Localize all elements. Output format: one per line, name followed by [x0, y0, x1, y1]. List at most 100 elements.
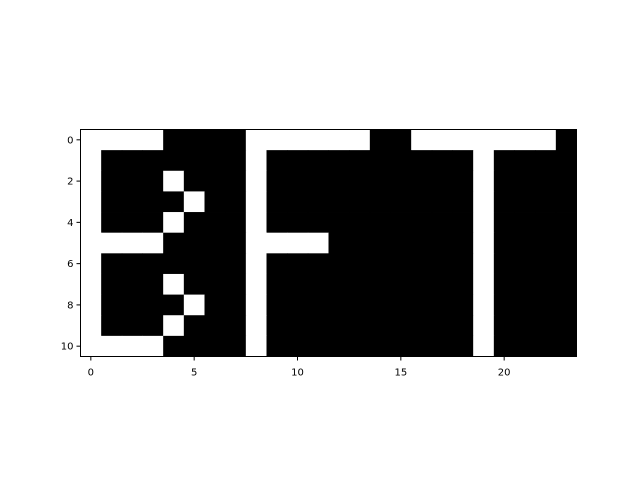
heatmap-cell [411, 191, 432, 212]
heatmap-cell [515, 253, 536, 274]
heatmap-cell [184, 191, 205, 212]
heatmap-cell [122, 212, 143, 233]
heatmap-cell [143, 130, 164, 151]
heatmap-cell [101, 315, 122, 336]
heatmap-cell [556, 130, 577, 151]
heatmap-cell [535, 191, 556, 212]
heatmap-cell [453, 336, 474, 357]
heatmap-cell [163, 315, 184, 336]
heatmap-cell [184, 315, 205, 336]
heatmap-cell [515, 274, 536, 295]
heatmap-cell [267, 233, 288, 254]
heatmap-cell [246, 253, 267, 274]
heatmap-cell [246, 233, 267, 254]
heatmap-cell [432, 295, 453, 316]
heatmap-cell [349, 191, 370, 212]
heatmap-cell [225, 336, 246, 357]
heatmap-cell [329, 295, 350, 316]
heatmap-cell [287, 336, 308, 357]
heatmap-cell [391, 253, 412, 274]
heatmap-cell [515, 295, 536, 316]
heatmap-cell [163, 171, 184, 192]
heatmap-cell [205, 130, 226, 151]
heatmap-cell [287, 315, 308, 336]
heatmap-cell [308, 150, 329, 171]
heatmap-cell [143, 295, 164, 316]
heatmap-cell [556, 274, 577, 295]
heatmap-cell [494, 295, 515, 316]
heatmap-cell [143, 253, 164, 274]
heatmap-cell [432, 274, 453, 295]
heatmap-cell [473, 191, 494, 212]
heatmap-cell [101, 171, 122, 192]
heatmap-cell [329, 253, 350, 274]
heatmap-cell [370, 336, 391, 357]
heatmap-cell [122, 171, 143, 192]
heatmap-cells [81, 130, 577, 357]
heatmap-cell [163, 150, 184, 171]
heatmap-cell [411, 274, 432, 295]
heatmap-cell [246, 171, 267, 192]
heatmap-cell [225, 233, 246, 254]
heatmap-cell [515, 171, 536, 192]
heatmap-cell [411, 253, 432, 274]
heatmap-cell [432, 150, 453, 171]
heatmap-cell [535, 233, 556, 254]
heatmap-cell [349, 253, 370, 274]
heatmap-cell [453, 253, 474, 274]
y-tick-label: 0 [67, 135, 73, 146]
heatmap-cell [453, 150, 474, 171]
heatmap-cell [184, 212, 205, 233]
heatmap-cell [411, 295, 432, 316]
heatmap-cell [246, 191, 267, 212]
heatmap-cell [453, 171, 474, 192]
heatmap-cell [287, 295, 308, 316]
heatmap-cell [143, 150, 164, 171]
heatmap-cell [556, 295, 577, 316]
heatmap-cell [143, 171, 164, 192]
heatmap-cell [163, 253, 184, 274]
heatmap-cell [432, 212, 453, 233]
heatmap-cell [308, 253, 329, 274]
heatmap-cell [101, 130, 122, 151]
heatmap-cell [494, 315, 515, 336]
heatmap-cell [225, 212, 246, 233]
heatmap-cell [81, 315, 102, 336]
heatmap-cell [287, 171, 308, 192]
heatmap-cell [556, 336, 577, 357]
heatmap-cell [163, 233, 184, 254]
heatmap-cell [122, 295, 143, 316]
heatmap-cell [205, 233, 226, 254]
heatmap-cell [370, 253, 391, 274]
heatmap-cell [287, 212, 308, 233]
heatmap-cell [473, 315, 494, 336]
heatmap-cell [81, 212, 102, 233]
heatmap-cell [535, 171, 556, 192]
heatmap-cell [556, 150, 577, 171]
heatmap-cell [329, 233, 350, 254]
heatmap-cell [370, 150, 391, 171]
heatmap-cell [535, 315, 556, 336]
heatmap-cell [349, 171, 370, 192]
heatmap-cell [473, 336, 494, 357]
x-tick-label: 5 [191, 368, 197, 379]
heatmap-cell [432, 315, 453, 336]
heatmap-cell [81, 274, 102, 295]
heatmap-cell [349, 233, 370, 254]
heatmap-cell [163, 274, 184, 295]
heatmap-cell [81, 336, 102, 357]
heatmap-cell [287, 253, 308, 274]
heatmap-cell [535, 295, 556, 316]
heatmap-cell [267, 212, 288, 233]
heatmap-cell [391, 212, 412, 233]
heatmap-cell [453, 295, 474, 316]
heatmap-cell [143, 274, 164, 295]
heatmap-cell [205, 274, 226, 295]
heatmap-cell [329, 191, 350, 212]
heatmap-cell [81, 150, 102, 171]
heatmap-cell [225, 171, 246, 192]
heatmap-cell [184, 150, 205, 171]
heatmap-cell [143, 336, 164, 357]
heatmap-cell [184, 130, 205, 151]
